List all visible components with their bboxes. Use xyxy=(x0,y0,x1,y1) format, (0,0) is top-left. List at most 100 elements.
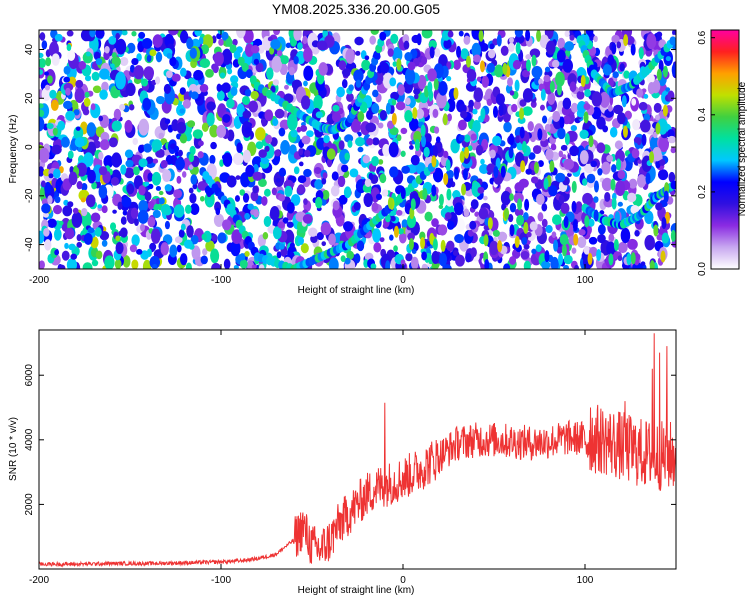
heatmap-cell xyxy=(97,204,103,209)
heatmap-cell xyxy=(173,189,183,199)
heatmap-cell xyxy=(221,219,232,231)
heatmap-cell xyxy=(211,234,218,242)
heatmap-cell xyxy=(612,104,624,115)
heatmap-cell xyxy=(183,239,193,249)
heatmap-cell xyxy=(137,209,149,224)
heatmap-cell xyxy=(126,42,136,54)
heatmap-cell xyxy=(54,196,61,204)
heatmap-cell xyxy=(607,104,613,112)
heatmap-streak-cell xyxy=(614,211,620,224)
spectrogram-x-ticks: -200 -100 0 100 xyxy=(29,30,594,286)
heatmap-cell xyxy=(147,200,155,210)
heatmap-cell xyxy=(647,81,656,95)
heatmap-cell xyxy=(39,58,46,69)
heatmap-cell xyxy=(189,203,200,216)
heatmap-cell xyxy=(270,39,281,50)
heatmap-cell xyxy=(421,251,427,261)
heatmap-cell xyxy=(442,150,449,159)
heatmap-cell xyxy=(44,181,52,195)
heatmap-streak-cell xyxy=(662,65,668,78)
heatmap-cell xyxy=(563,254,573,265)
heatmap-streak-cell xyxy=(608,253,614,266)
heatmap-cell xyxy=(509,256,517,265)
heatmap-ridge-cell xyxy=(249,75,257,85)
heatmap-cell xyxy=(39,103,44,109)
heatmap-streak-cell xyxy=(466,55,472,68)
heatmap-streak-cell xyxy=(559,116,565,129)
heatmap-cell xyxy=(221,82,231,94)
heatmap-cell xyxy=(47,195,53,205)
heatmap-cell xyxy=(391,99,397,106)
heatmap-cell xyxy=(77,146,83,152)
heatmap-streak-cell xyxy=(478,30,484,42)
heatmap-streak-cell xyxy=(497,240,503,253)
heatmap-cell xyxy=(353,69,364,83)
heatmap-cell xyxy=(392,61,398,67)
heatmap-cell xyxy=(104,46,110,54)
heatmap-cell xyxy=(387,48,394,57)
heatmap-cell xyxy=(406,214,417,228)
heatmap-cell xyxy=(520,250,530,260)
heatmap-cell xyxy=(186,37,194,50)
heatmap-cell xyxy=(53,228,62,241)
heatmap-cell xyxy=(628,178,638,189)
heatmap-cell xyxy=(244,88,252,97)
heatmap-streak-cell xyxy=(480,107,486,120)
heatmap-cell xyxy=(340,255,346,262)
heatmap-cell xyxy=(136,248,143,255)
heatmap-streak-cell xyxy=(537,128,543,141)
heatmap-cell xyxy=(436,91,447,109)
heatmap-cell xyxy=(318,62,328,76)
heatmap-streak-cell xyxy=(416,33,422,46)
heatmap-cell xyxy=(410,256,419,269)
heatmap-cell xyxy=(276,251,282,259)
heatmap-cell xyxy=(42,211,49,218)
heatmap-cell xyxy=(138,118,150,136)
heatmap-cell xyxy=(39,260,45,269)
heatmap-cell xyxy=(110,176,119,186)
heatmap-cell xyxy=(432,167,444,183)
heatmap-cell xyxy=(539,104,545,111)
heatmap-cell xyxy=(593,35,598,43)
heatmap-cell xyxy=(321,241,327,247)
heatmap-cell xyxy=(152,263,158,269)
heatmap-cell xyxy=(216,90,225,101)
heatmap-cell xyxy=(400,150,406,157)
heatmap-cell xyxy=(357,146,364,153)
heatmap-cell xyxy=(43,227,50,237)
heatmap-streak-cell xyxy=(500,165,506,178)
heatmap-cell xyxy=(342,68,351,77)
x-tick-label: -200 xyxy=(29,575,49,586)
heatmap-cell xyxy=(356,240,365,252)
heatmap-cell xyxy=(133,166,140,176)
heatmap-streak-cell xyxy=(509,224,515,237)
heatmap-cell xyxy=(133,65,144,80)
heatmap-cell xyxy=(179,253,188,266)
heatmap-cell xyxy=(381,189,389,197)
heatmap-cell xyxy=(39,147,50,163)
heatmap-cell xyxy=(99,68,110,80)
heatmap-cell xyxy=(574,264,579,269)
heatmap-cell xyxy=(571,247,577,254)
heatmap-streak-cell xyxy=(454,167,460,180)
heatmap-cell xyxy=(421,30,433,39)
heatmap-cell xyxy=(58,220,64,226)
heatmap-cell xyxy=(353,201,361,211)
heatmap-cell xyxy=(71,211,83,228)
heatmap-cell xyxy=(400,259,406,266)
heatmap-cell xyxy=(521,237,528,245)
heatmap-streak-cell xyxy=(556,83,562,96)
heatmap-ridge-cell xyxy=(245,69,253,79)
heatmap-streak-cell xyxy=(630,43,636,56)
heatmap-cell xyxy=(227,68,233,75)
heatmap-cell xyxy=(51,53,60,66)
heatmap-cell xyxy=(192,183,198,190)
heatmap-cell xyxy=(91,71,100,81)
heatmap-cell xyxy=(477,186,485,194)
heatmap-cell xyxy=(313,167,322,175)
heatmap-cell xyxy=(405,97,411,106)
heatmap-cell xyxy=(160,242,169,256)
heatmap-cell xyxy=(111,152,122,168)
heatmap-cell xyxy=(538,78,543,86)
